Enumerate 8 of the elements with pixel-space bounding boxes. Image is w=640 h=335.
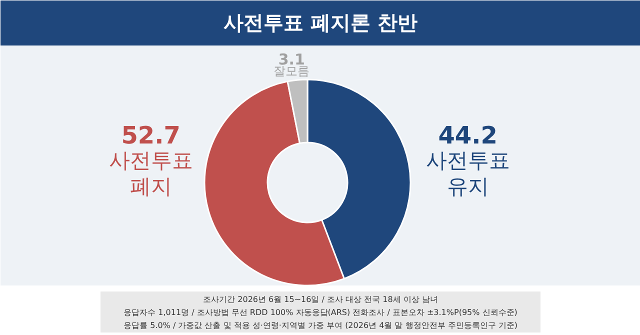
text: 응답률 5.0% / 가중값 산출 및 적용 성·연령·지역별 가중 부여 (2026년 4월 말 행정안전부 주민등록인구 기준) (124, 321, 518, 330)
text: 조사기간 2026년 6월 15~16일 / 조사 대상 전국 18세 이상 남녀 (203, 295, 438, 304)
data-label: 44.2 (438, 122, 498, 150)
text: 응답자수 1,011명 / 조사방법 무선 RDD 100% 자동응답(ARS) 전화조사 / 표본오차 ±3.1%P(95% 신뢰수준) (124, 308, 518, 317)
chart-title: 사전투표 폐지론 찬반 (224, 10, 418, 34)
slice-label: 사전투표 유지 (426, 148, 510, 198)
data-label: 52.7 (121, 122, 180, 150)
slice-label: 사전투표 폐지 (108, 148, 193, 198)
